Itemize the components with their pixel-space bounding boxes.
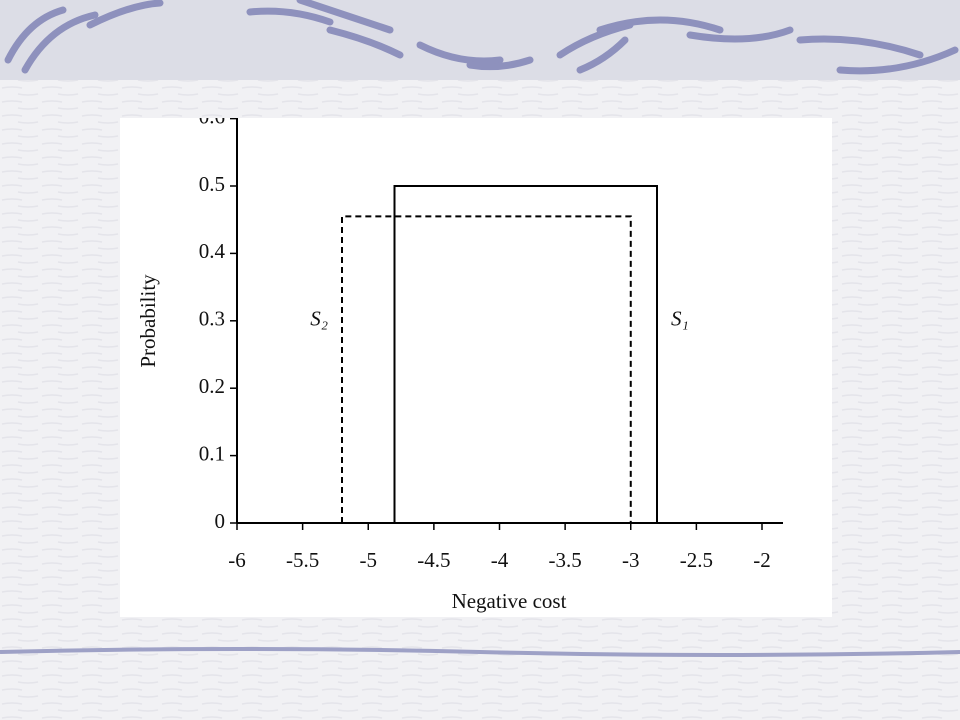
series-label: S₁ <box>671 307 689 331</box>
x-tick-label: -5 <box>360 548 378 572</box>
y-tick-label: 0.6 <box>199 104 225 128</box>
y-axis-label: Probability <box>136 274 160 368</box>
x-tick-label: -2 <box>753 548 771 572</box>
y-tick-label: 0.1 <box>199 441 225 465</box>
chart-area <box>120 118 832 617</box>
y-tick-label: 0 <box>215 509 226 533</box>
x-tick-label: -6 <box>228 548 246 572</box>
y-tick-label: 0.2 <box>199 374 225 398</box>
plot: -6 -5.5 -5 -4.5 -4 -3.5 -3 -2.5 -2 0 0.1 0.2 0.3 0.4 0… <box>199 104 783 572</box>
x-tick-label: -5.5 <box>286 548 319 572</box>
y-tick-label: 0.3 <box>199 307 225 331</box>
x-axis-label: Negative cost <box>452 589 567 613</box>
x-tick-label: -3 <box>622 548 640 572</box>
decor-squiggles <box>4 0 959 75</box>
x-tick-label: -2.5 <box>680 548 713 572</box>
x-tick-label: -4.5 <box>417 548 450 572</box>
y-tick-label: 0.4 <box>199 239 226 263</box>
x-tick-label: -4 <box>491 548 509 572</box>
decor-line <box>0 647 960 657</box>
series-line <box>341 215 632 523</box>
series-line <box>393 185 658 523</box>
y-tick-label: 0.5 <box>199 172 225 196</box>
x-tick-label: -3.5 <box>549 548 582 572</box>
series-label: S₂ <box>310 307 328 331</box>
